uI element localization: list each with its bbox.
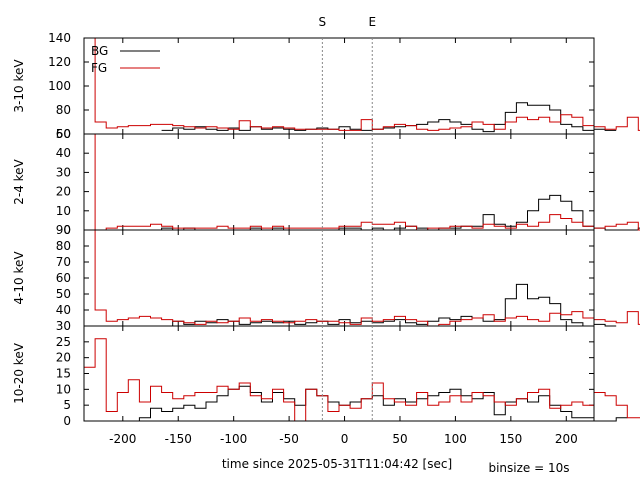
y-axis-label: 2-4 keV: [12, 158, 26, 204]
y-tick-label: 0: [63, 414, 71, 428]
y-tick-label: 25: [56, 335, 71, 349]
y-tick-label: 40: [56, 146, 71, 160]
y-tick-label: 30: [56, 165, 71, 179]
y-tick-label: 60: [56, 127, 71, 141]
x-axis-label: time since 2025-05-31T11:04:42 [sec]: [222, 457, 452, 471]
panel-frame: [83, 325, 595, 422]
y-tick-label: 10: [56, 382, 71, 396]
x-tick-label: 100: [444, 432, 467, 446]
y-tick-label: 140: [48, 31, 71, 45]
y-tick-label: 0: [63, 223, 71, 237]
y-tick-label: 20: [56, 185, 71, 199]
series-line-bg: [161, 283, 617, 327]
legend-label-fg: FG: [91, 61, 107, 75]
y-tick-label: 50: [56, 127, 71, 141]
x-tick-label: -100: [220, 432, 247, 446]
series-line-fg: [84, 37, 640, 131]
y-tick-label: 15: [56, 367, 71, 381]
x-tick-label: -150: [165, 432, 192, 446]
legend-label-bg: BG: [91, 44, 108, 58]
x-tick-label: 50: [392, 432, 407, 446]
panel-0: 60 80 100 120 140 3-10 keV: [12, 31, 640, 141]
y-tick-label: 30: [56, 319, 71, 333]
y-tick-label: 50: [56, 287, 71, 301]
y-tick-label: 10: [56, 204, 71, 218]
x-tick-label: 150: [499, 432, 522, 446]
series-line-fg: [84, 133, 640, 231]
legend: BG FG: [91, 44, 160, 75]
y-tick-label: 5: [63, 398, 71, 412]
y-tick-label: 70: [56, 255, 71, 269]
y-tick-label: 100: [48, 79, 71, 93]
y-axis-label: 4-10 keV: [12, 251, 26, 305]
y-tick-label: 40: [56, 303, 71, 317]
y-axis-label: 3-10 keV: [12, 59, 26, 113]
x-tick-label: -50: [279, 432, 299, 446]
marker-label-e: E: [368, 15, 376, 29]
marker-label-s: S: [319, 15, 327, 29]
y-tick-label: 20: [56, 351, 71, 365]
x-tick-label: 0: [341, 432, 349, 446]
y-tick-label: 120: [48, 55, 71, 69]
y-axis-label: 10-20 keV: [12, 342, 26, 404]
y-tick-label: 80: [56, 103, 71, 117]
binsize-label: binsize = 10s: [488, 461, 569, 475]
x-tick-label: -200: [109, 432, 136, 446]
x-tick-label: 200: [555, 432, 578, 446]
y-tick-label: 60: [56, 271, 71, 285]
x-axis: -200 -150 -100 -50 0 50 100 150 200: [109, 432, 578, 446]
y-tick-label: 80: [56, 239, 71, 253]
y-tick-label: 90: [56, 223, 71, 237]
series-line-fg: [84, 338, 640, 422]
